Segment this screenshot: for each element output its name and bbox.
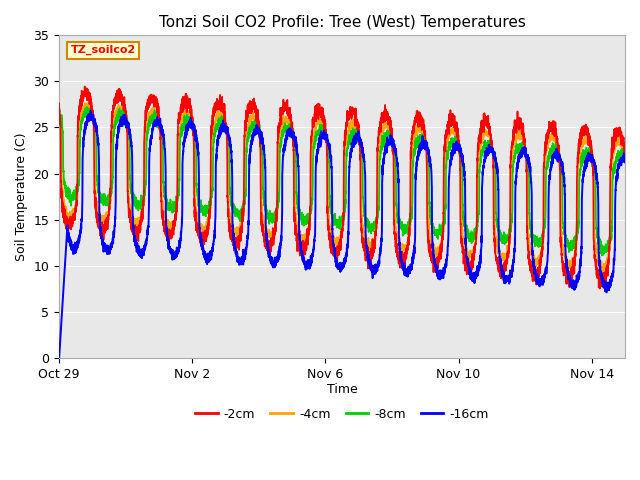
- Legend: -2cm, -4cm, -8cm, -16cm: -2cm, -4cm, -8cm, -16cm: [190, 403, 494, 426]
- Y-axis label: Soil Temperature (C): Soil Temperature (C): [15, 132, 28, 261]
- Text: TZ_soilco2: TZ_soilco2: [70, 45, 136, 55]
- X-axis label: Time: Time: [326, 384, 358, 396]
- Title: Tonzi Soil CO2 Profile: Tree (West) Temperatures: Tonzi Soil CO2 Profile: Tree (West) Temp…: [159, 15, 525, 30]
